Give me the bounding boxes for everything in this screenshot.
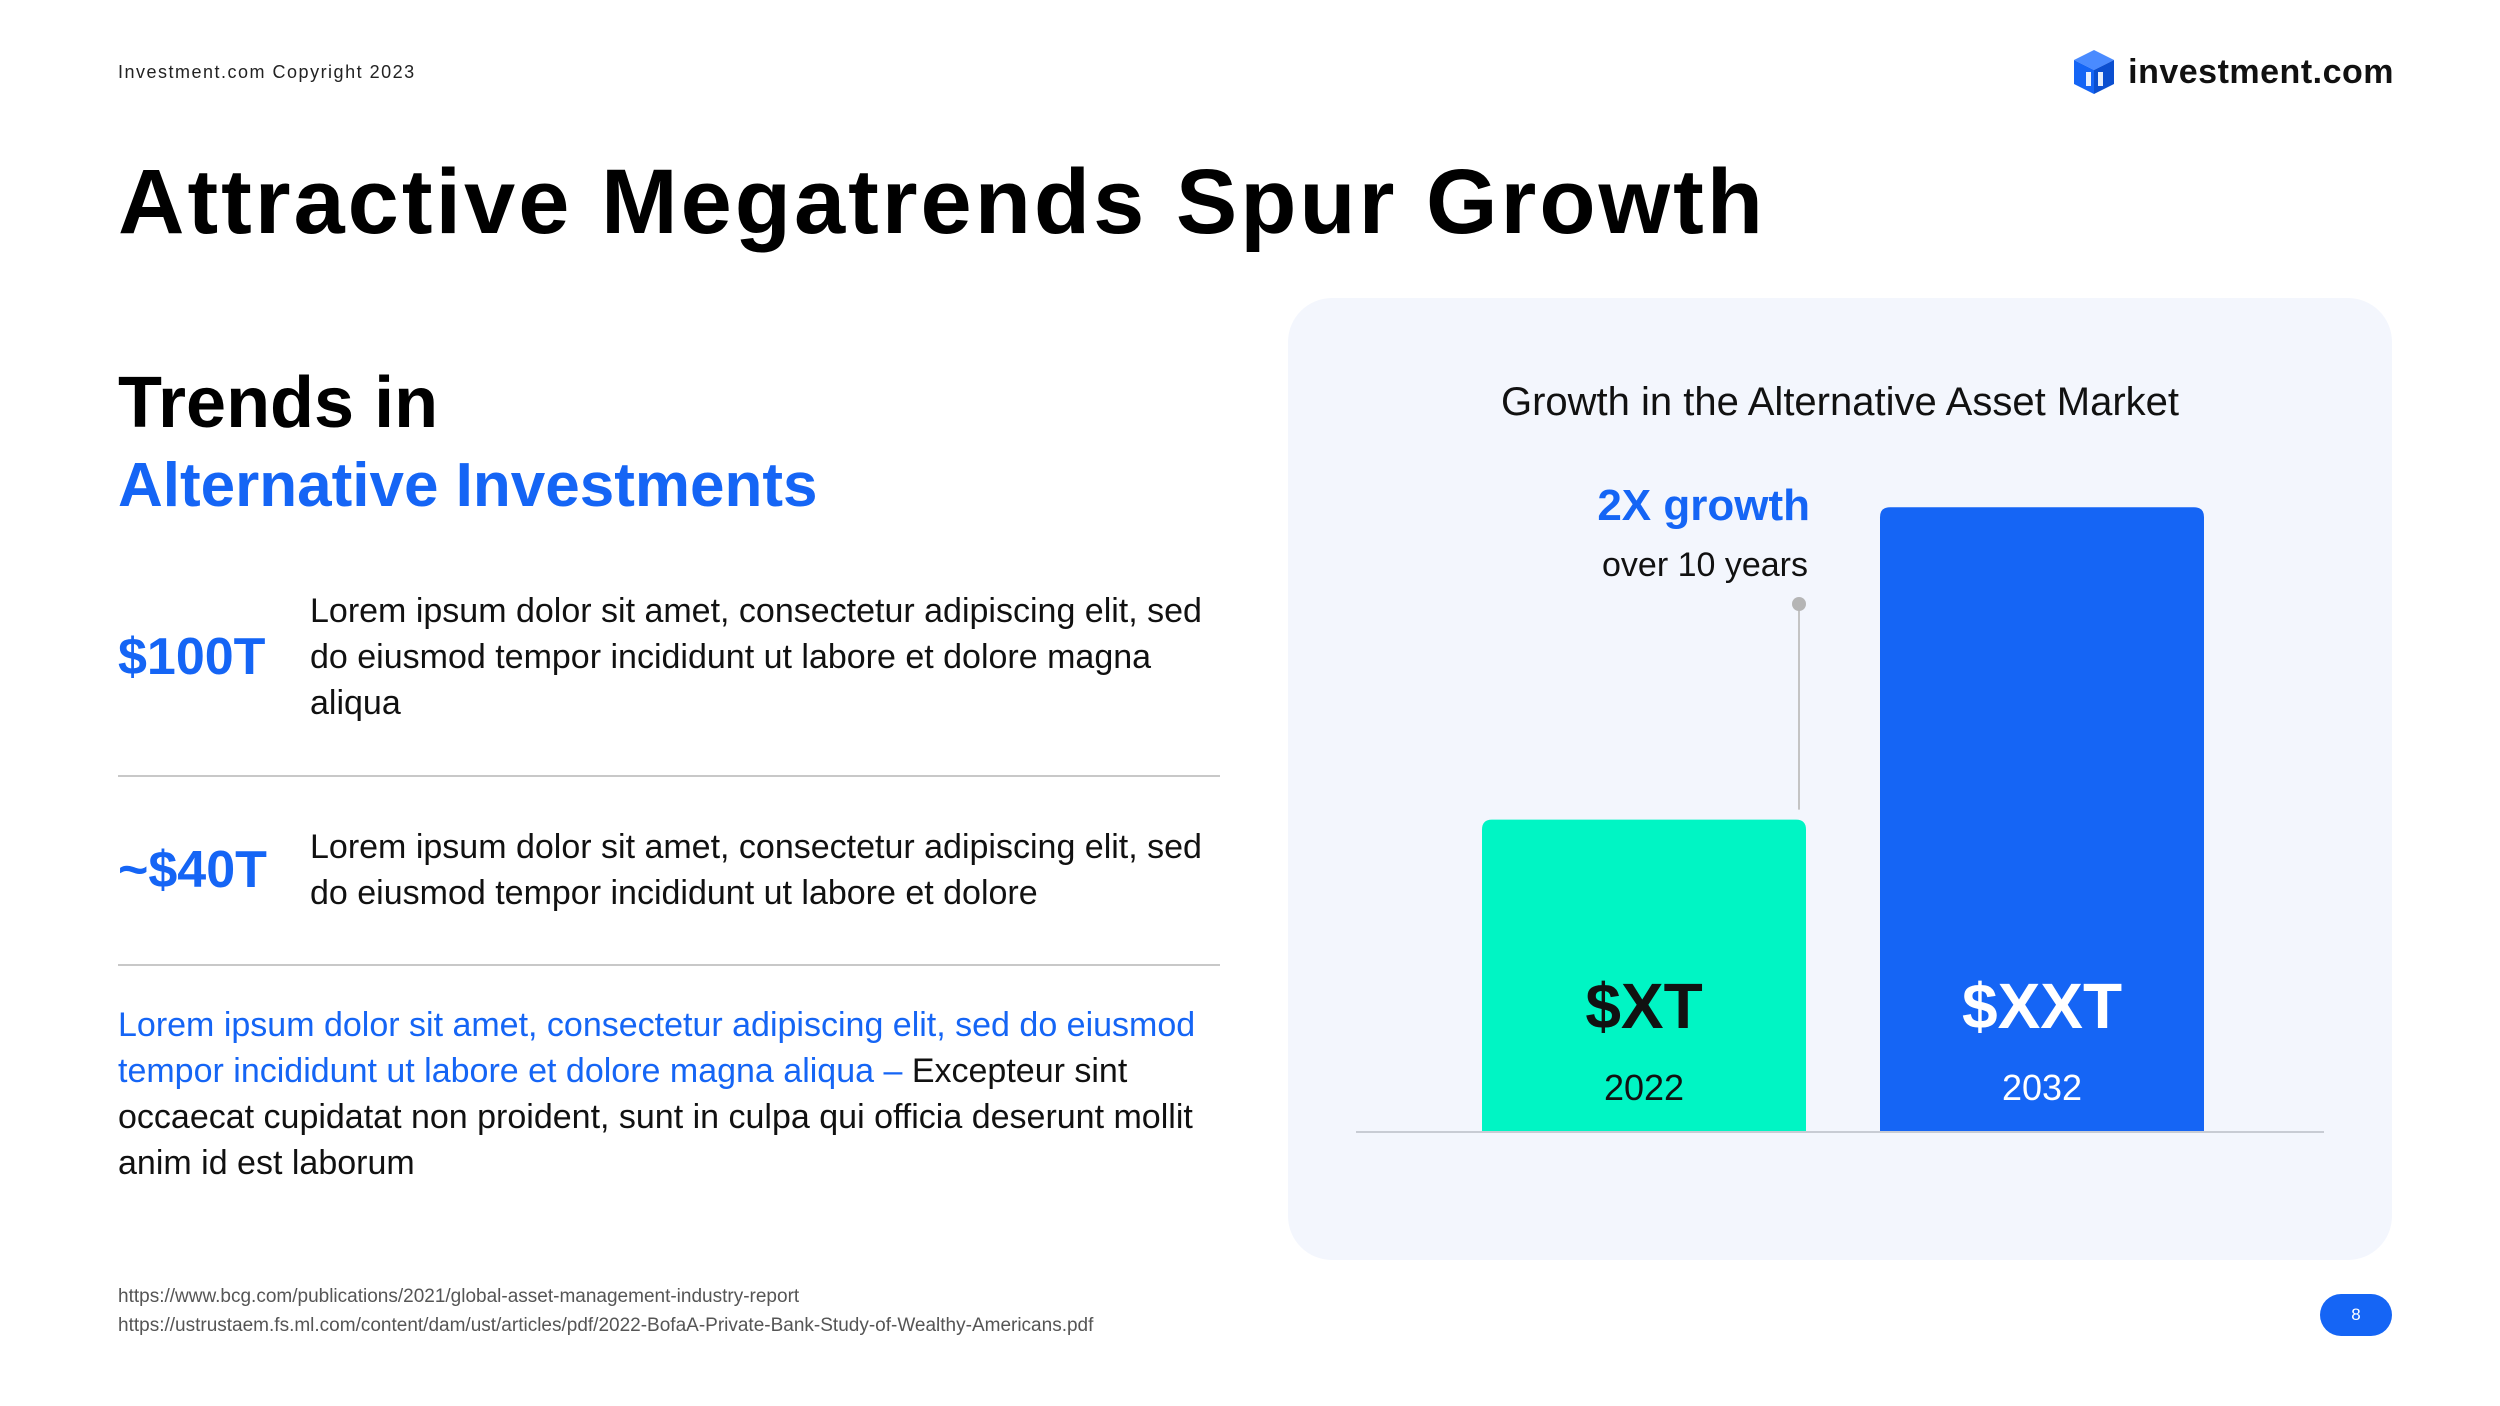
copyright-text: Investment.com Copyright 2023 [118,62,416,82]
page-number-badge: 8 [2320,1294,2392,1336]
note-highlight: Lorem ipsum dolor sit amet, consectetur … [118,1006,1196,1090]
stat-description: Lorem ipsum dolor sit amet, consectetur … [310,592,1202,722]
stat-row: $100T Lorem ipsum dolor sit amet, consec… [118,588,1220,726]
stat-row: ~$40T Lorem ipsum dolor sit amet, consec… [118,824,1220,916]
chart-bar [1482,819,1806,1132]
summary-note: Lorem ipsum dolor sit amet, consectetur … [118,1002,1220,1186]
bar-value-label: $XT [1585,970,1702,1042]
stat-description: Lorem ipsum dolor sit amet, consectetur … [310,828,1202,912]
note-body: Excepteur sint occaecat cupidatat non pr… [118,1052,1193,1182]
growth-annotation-subtext: over 10 years [1602,546,1808,584]
divider [118,775,1220,777]
sources-list: https://www.bcg.com/publications/2021/gl… [118,1282,1093,1340]
source-link[interactable]: https://ustrustaem.fs.ml.com/content/dam… [118,1315,1094,1336]
logo-wordmark: investment.com [2128,52,2394,91]
stat-value: $100T [118,628,266,686]
stat-value: ~$40T [118,841,267,899]
divider [118,964,1220,966]
bar-category-label: 2022 [1604,1067,1684,1108]
bar-category-label: 2032 [2002,1067,2082,1108]
section-subheading: Alternative Investments [118,451,818,520]
brand-logo[interactable]: investment.com [2072,48,2394,96]
cube-logo-icon [2074,50,2115,94]
bar-value-label: $XXT [1962,970,2122,1042]
annotation-dot [1792,597,1806,611]
chart-bar [1880,507,2204,1132]
page-title: Attractive Megatrends Spur Growth [118,151,1766,253]
chart-title: Growth in the Alternative Asset Market [1501,380,2179,424]
chart-panel: Growth in the Alternative Asset Market $X… [1288,298,2392,1260]
bar-chart: Growth in the Alternative Asset Market $X… [1356,380,2324,1133]
section-heading: Trends in [118,363,439,443]
source-link[interactable]: https://www.bcg.com/publications/2021/gl… [118,1286,800,1307]
growth-annotation: 2X growth [1597,481,1810,530]
